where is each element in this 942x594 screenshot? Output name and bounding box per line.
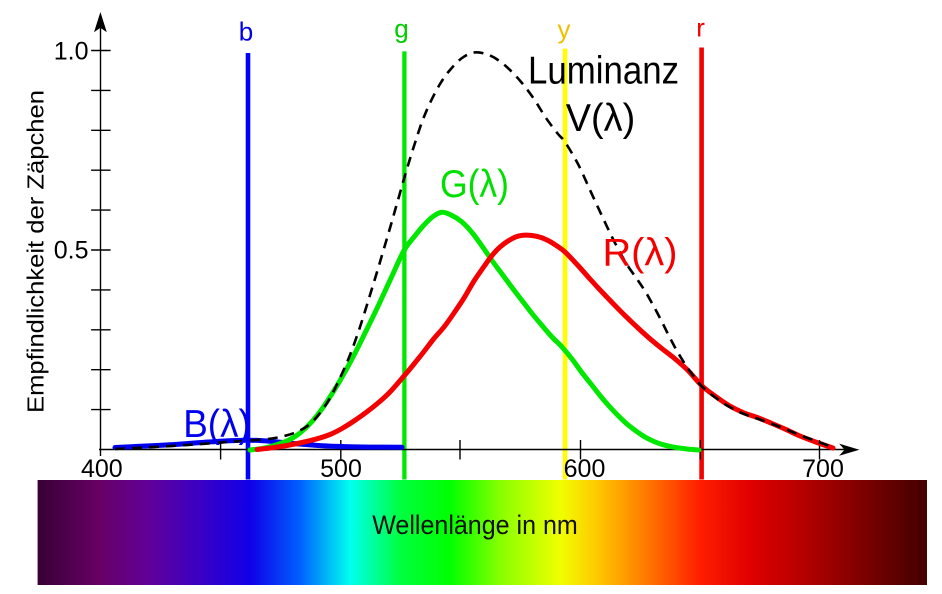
svg-text:0.5: 0.5 (54, 237, 89, 265)
svg-text:V(λ): V(λ) (566, 97, 636, 140)
svg-text:Wellenlänge in nm: Wellenlänge in nm (372, 510, 578, 540)
svg-text:400: 400 (81, 455, 123, 483)
svg-text:R(λ): R(λ) (603, 232, 678, 275)
svg-text:500: 500 (320, 455, 362, 483)
svg-text:B(λ): B(λ) (183, 403, 251, 446)
svg-text:600: 600 (564, 455, 606, 483)
svg-text:y: y (558, 14, 571, 44)
svg-text:Empfindlichkeit der Zäpchen: Empfindlichkeit der Zäpchen (23, 90, 49, 413)
svg-text:Luminanz: Luminanz (528, 49, 679, 92)
svg-text:1.0: 1.0 (54, 38, 89, 66)
svg-text:r: r (696, 13, 705, 43)
svg-text:b: b (239, 16, 253, 46)
svg-text:G(λ): G(λ) (440, 163, 509, 206)
svg-text:g: g (394, 14, 408, 44)
svg-text:700: 700 (802, 455, 844, 483)
